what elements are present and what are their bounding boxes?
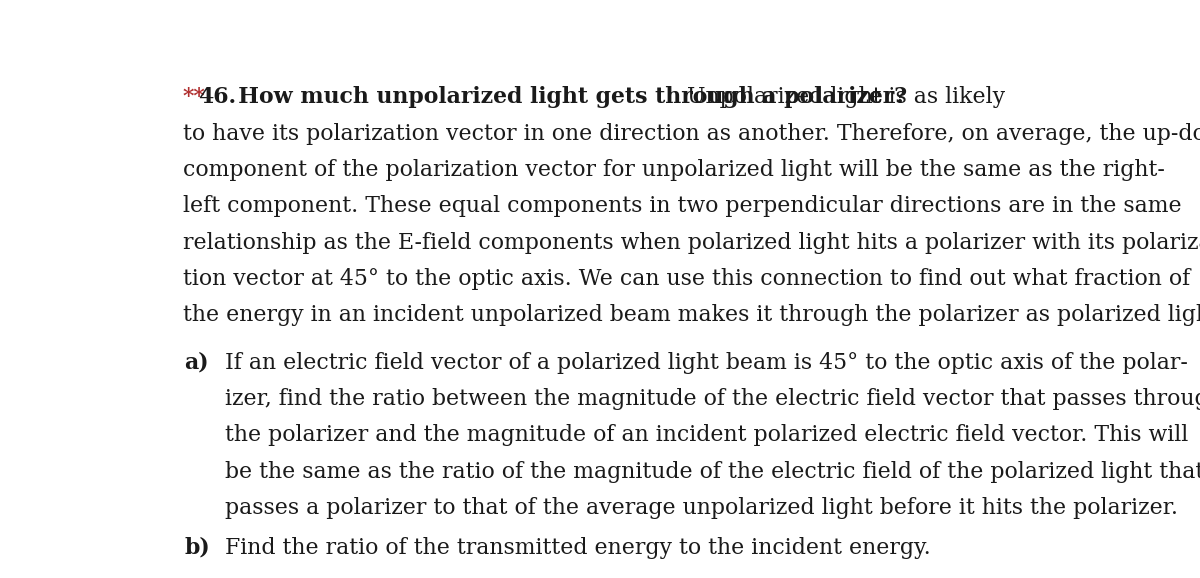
Text: If an electric field vector of a polarized light beam is 45° to the optic axis o: If an electric field vector of a polariz… bbox=[226, 351, 1188, 373]
Text: **: ** bbox=[182, 86, 205, 108]
Text: be the same as the ratio of the magnitude of the electric field of the polarized: be the same as the ratio of the magnitud… bbox=[226, 461, 1200, 483]
Text: a): a) bbox=[184, 351, 209, 373]
Text: left component. These equal components in two perpendicular directions are in th: left component. These equal components i… bbox=[182, 195, 1181, 217]
Text: to have its polarization vector in one direction as another. Therefore, on avera: to have its polarization vector in one d… bbox=[182, 123, 1200, 144]
Text: Unpolarized light is as likely: Unpolarized light is as likely bbox=[680, 86, 1006, 108]
Text: How much unpolarized light gets through a polarizer?: How much unpolarized light gets through … bbox=[223, 86, 907, 108]
Text: tion vector at 45° to the optic axis. We can use this connection to find out wha: tion vector at 45° to the optic axis. We… bbox=[182, 268, 1190, 290]
Text: the energy in an incident unpolarized beam makes it through the polarizer as pol: the energy in an incident unpolarized be… bbox=[182, 305, 1200, 327]
Text: relationship as the E-field components when polarized light hits a polarizer wit: relationship as the E-field components w… bbox=[182, 232, 1200, 254]
Text: b): b) bbox=[184, 537, 210, 559]
Text: 46.: 46. bbox=[198, 86, 236, 108]
Text: passes a polarizer to that of the average unpolarized light before it hits the p: passes a polarizer to that of the averag… bbox=[226, 497, 1178, 519]
Text: component of the polarization vector for unpolarized light will be the same as t: component of the polarization vector for… bbox=[182, 159, 1164, 181]
Text: the polarizer and the magnitude of an incident polarized electric field vector. : the polarizer and the magnitude of an in… bbox=[226, 424, 1188, 446]
Text: izer, find the ratio between the magnitude of the electric field vector that pas: izer, find the ratio between the magnitu… bbox=[226, 388, 1200, 410]
Text: Find the ratio of the transmitted energy to the incident energy.: Find the ratio of the transmitted energy… bbox=[226, 537, 931, 559]
